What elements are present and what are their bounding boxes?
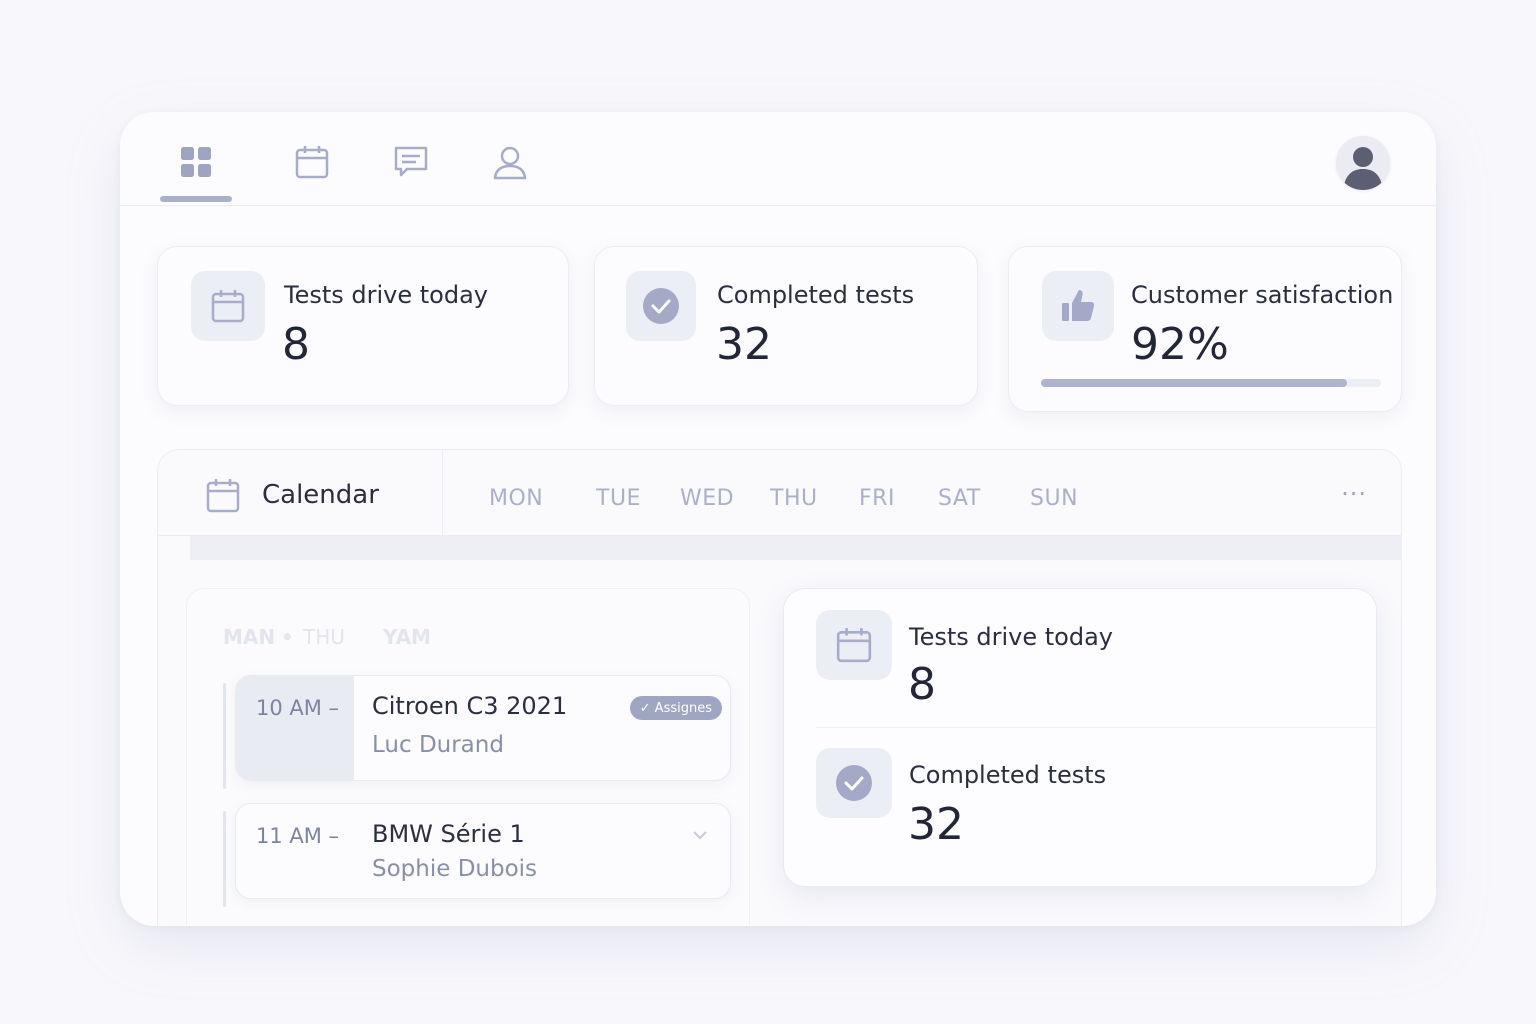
appointment-car: BMW Série 1 [372, 820, 525, 848]
dashboard-icon[interactable] [176, 142, 216, 182]
progress-fill [1041, 379, 1347, 387]
calendar-strip [190, 536, 1402, 560]
avatar[interactable] [1336, 136, 1390, 190]
thumbs-up-icon [1042, 271, 1114, 341]
summary-value: 8 [908, 659, 936, 710]
day-fri[interactable]: FRI [859, 486, 895, 511]
appointment-car: Citroen C3 2021 [372, 692, 568, 720]
more-options-button[interactable]: ··· [1341, 480, 1367, 508]
status-badge: ✓ Assignes [629, 696, 722, 720]
user-icon[interactable] [490, 142, 530, 182]
day-sun[interactable]: SUN [1030, 486, 1079, 511]
day-mon[interactable]: MON [489, 486, 544, 511]
ghost-dot: • [281, 625, 294, 649]
appointment-time: 10 AM – [256, 696, 340, 720]
appointment-time: 11 AM – [256, 824, 340, 848]
chevron-down-icon[interactable] [692, 826, 708, 845]
calendar-icon [191, 271, 265, 341]
ghost-label: YAM [383, 625, 431, 649]
satisfaction-progress-bar [1041, 379, 1381, 387]
appointment-card[interactable]: 11 AM – BMW Série 1 Sophie Dubois [235, 803, 731, 899]
appointment-card[interactable]: 10 AM – Citroen C3 2021 Luc Durand ✓ Ass… [235, 675, 731, 781]
stat-card-completed-tests[interactable]: Completed tests 32 [594, 246, 978, 406]
stat-label: Completed tests [717, 281, 915, 309]
timeline-line [223, 683, 226, 789]
stat-value: 92% [1131, 319, 1229, 370]
timeline-line [223, 811, 226, 907]
divider [816, 727, 1376, 728]
stat-label: Tests drive today [284, 281, 488, 309]
schedule-list: MAN • THU YAM 10 AM – Citroen C3 2021 Lu… [186, 588, 750, 926]
day-sat[interactable]: SAT [938, 486, 981, 511]
stat-label: Customer satisfaction [1131, 281, 1394, 309]
active-tab-indicator [160, 196, 232, 202]
stat-value: 8 [282, 319, 310, 370]
calendar-icon [816, 610, 892, 680]
check-icon: ✓ [639, 700, 651, 716]
top-navigation [120, 112, 1436, 206]
check-circle-icon [816, 748, 892, 818]
stat-card-tests-today[interactable]: Tests drive today 8 [157, 246, 569, 406]
ghost-label: MAN [223, 625, 276, 649]
stat-card-customer-satisfaction[interactable]: Customer satisfaction 92% [1008, 246, 1402, 412]
divider [442, 450, 443, 536]
ghost-label: THU [303, 625, 345, 649]
day-thu[interactable]: THU [770, 486, 818, 511]
stat-value: 32 [716, 319, 772, 370]
calendar-icon[interactable] [292, 142, 332, 182]
day-wed[interactable]: WED [680, 486, 735, 511]
calendar-panel: Calendar MON TUE WED THU FRI SAT SUN ···… [157, 449, 1402, 926]
check-circle-icon [626, 271, 696, 341]
summary-label: Completed tests [909, 761, 1107, 789]
calendar-title: Calendar [262, 480, 379, 510]
day-tue[interactable]: TUE [596, 486, 641, 511]
summary-card: Tests drive today 8 Completed tests 32 [783, 588, 1377, 887]
appointment-driver: Sophie Dubois [372, 856, 538, 882]
calendar-icon [206, 477, 240, 517]
app-window: Tests drive today 8 Completed tests 32 C… [120, 112, 1436, 926]
appointment-driver: Luc Durand [372, 732, 504, 758]
summary-label: Tests drive today [909, 623, 1113, 651]
chat-icon[interactable] [391, 142, 431, 182]
calendar-header: Calendar MON TUE WED THU FRI SAT SUN ··· [158, 450, 1401, 536]
summary-value: 32 [908, 799, 964, 850]
time-column [236, 676, 354, 780]
